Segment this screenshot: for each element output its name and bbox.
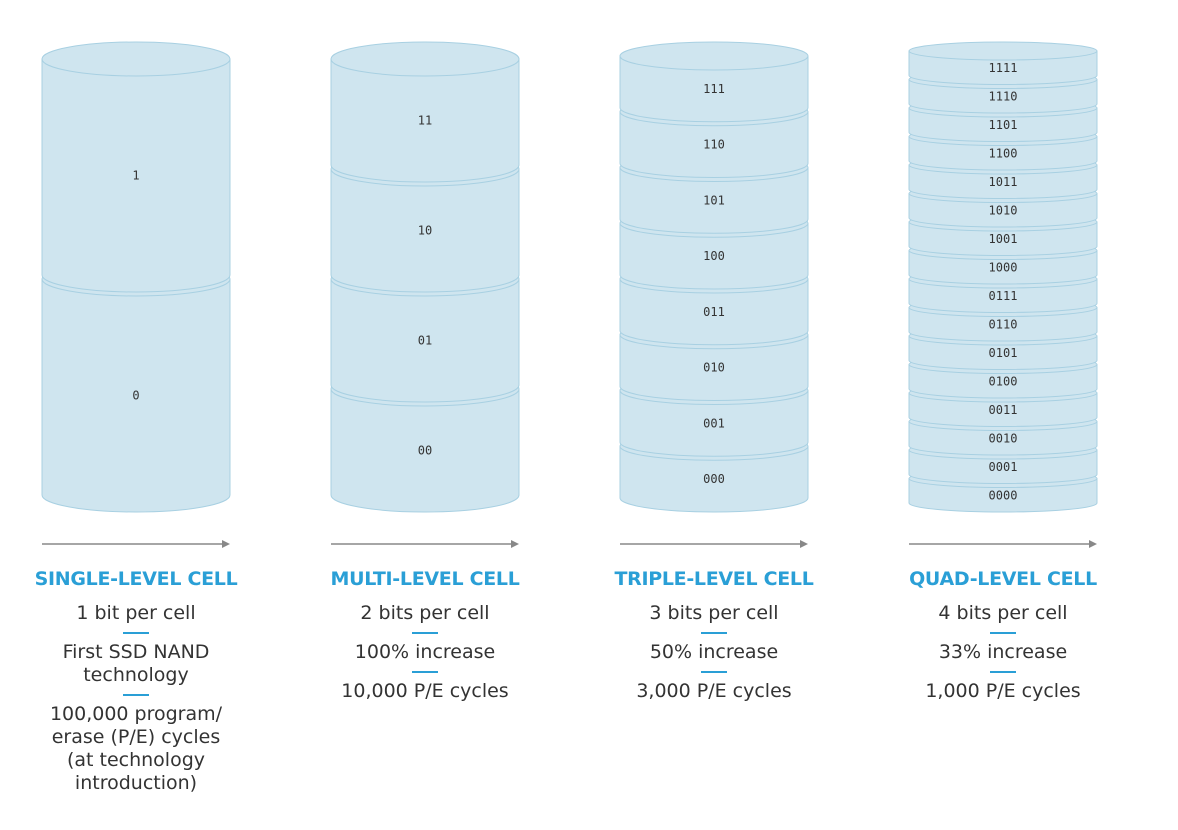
cell-state-segment: 1111 (908, 41, 1098, 85)
column-detail-line: 2 bits per cell (360, 602, 490, 624)
cell-state-label: 1011 (989, 175, 1018, 189)
cell-state-label: 0 (132, 389, 139, 403)
cell-state-label: 1010 (989, 203, 1018, 217)
separator (701, 671, 727, 673)
column-detail-line: 33% increase (938, 641, 1068, 663)
arrow-head-icon (1089, 540, 1097, 548)
cell-state-label: 1 (132, 169, 139, 183)
separator (123, 632, 149, 634)
cell-state-label: 0011 (989, 403, 1018, 417)
cell-state-label: 0110 (989, 317, 1018, 331)
column-detail-line: 1,000 P/E cycles (925, 680, 1081, 702)
column-detail-line: First SSD NAND technology (62, 641, 210, 686)
separator (701, 632, 727, 634)
cell-state-label: 1001 (989, 232, 1018, 246)
cell-state-segment: 1 (41, 41, 231, 293)
arrow-head-icon (800, 540, 808, 548)
cell-state-label: 111 (703, 82, 725, 96)
cell-state-label: 001 (703, 416, 725, 430)
cell-stack-3: 000 001 010 011 100 101 110 111 (619, 41, 809, 513)
separator (990, 671, 1016, 673)
cell-state-label: 10 (418, 224, 432, 238)
separator (412, 671, 438, 673)
column-description: QUAD-LEVEL CELL 4 bits per cell 33% increa… (863, 568, 1143, 703)
column-title: TRIPLE-LEVEL CELL (614, 568, 814, 590)
cell-state-label: 0010 (989, 431, 1018, 445)
column-detail-line: 100,000 program/ erase (P/E) cycles (at … (49, 703, 223, 794)
cell-state-label: 0001 (989, 460, 1018, 474)
cell-state-label: 1100 (989, 146, 1018, 160)
column-detail-line: 10,000 P/E cycles (341, 680, 509, 702)
cell-state-label: 11 (418, 114, 432, 128)
cell-state-label: 010 (703, 361, 725, 375)
column-detail-line: 3 bits per cell (649, 602, 779, 624)
cell-state-label: 0000 (989, 488, 1018, 502)
column-description: TRIPLE-LEVEL CELL 3 bits per cell 50% incr… (574, 568, 854, 703)
cell-stack-2: 00 01 10 11 (330, 41, 520, 513)
cell-state-segment: 111 (619, 41, 809, 123)
column-title: QUAD-LEVEL CELL (909, 568, 1097, 590)
cell-state-label: 000 (703, 472, 725, 486)
cell-state-segment: 11 (330, 41, 520, 183)
column-detail-line: 3,000 P/E cycles (636, 680, 792, 702)
cell-state-label: 1000 (989, 260, 1018, 274)
separator (123, 694, 149, 696)
cell-state-label: 101 (703, 193, 725, 207)
separator (412, 632, 438, 634)
cell-state-label: 1101 (989, 118, 1018, 132)
column-title: SINGLE-LEVEL CELL (34, 568, 238, 590)
cell-stack-4: 0000 0001 0010 0011 0100 0101 0110 0111 1000 1001… (908, 41, 1098, 513)
arrow-head-icon (222, 540, 230, 548)
column-detail-line: 1 bit per cell (76, 602, 196, 624)
cell-state-label: 1110 (989, 89, 1018, 103)
column-title: MULTI-LEVEL CELL (330, 568, 520, 590)
cell-state-segment: 0 (41, 261, 231, 513)
cell-state-label: 0101 (989, 346, 1018, 360)
cell-state-label: 1111 (989, 61, 1018, 75)
column-detail-line: 4 bits per cell (938, 602, 1068, 624)
cell-state-label: 100 (703, 249, 725, 263)
column-detail-line: 100% increase (354, 641, 496, 663)
cell-state-label: 0100 (989, 374, 1018, 388)
cell-stack-1: 01 (41, 41, 231, 513)
cell-state-label: 011 (703, 305, 725, 319)
column-description: SINGLE-LEVEL CELL 1 bit per cell First SSD… (0, 568, 276, 795)
cell-state-label: 00 (418, 444, 432, 458)
column-description: MULTI-LEVEL CELL 2 bits per cell 100% incr… (285, 568, 565, 703)
cell-state-label: 01 (418, 334, 432, 348)
cell-state-label: 110 (703, 138, 725, 152)
cell-state-label: 0111 (989, 289, 1018, 303)
arrow-head-icon (511, 540, 519, 548)
cell-state-segment: 0101 (908, 326, 1098, 370)
column-detail-line: 50% increase (649, 641, 779, 663)
separator (990, 632, 1016, 634)
